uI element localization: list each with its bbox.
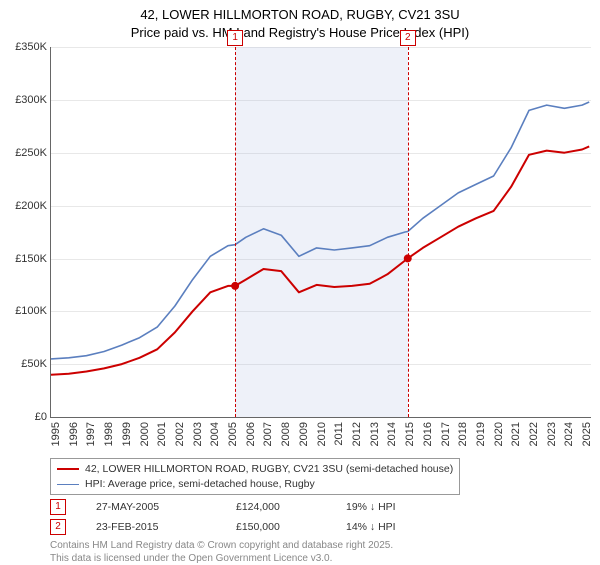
x-axis-label: 1999	[121, 422, 133, 446]
x-axis-label: 2005	[227, 422, 239, 446]
sale-price: £150,000	[236, 521, 316, 533]
x-axis-label: 2007	[262, 422, 274, 446]
y-axis-label: £0	[35, 411, 47, 423]
x-axis-label: 2000	[139, 422, 151, 446]
x-axis-label: 2018	[457, 422, 469, 446]
x-axis-label: 2004	[209, 422, 221, 446]
x-axis-label: 2016	[422, 422, 434, 446]
x-axis-label: 2013	[369, 422, 381, 446]
sale-annotation-row: 2 23-FEB-2015 £150,000 14% ↓ HPI	[50, 519, 590, 535]
x-axis-label: 2022	[528, 422, 540, 446]
hpi-line	[51, 102, 589, 359]
y-axis-label: £250K	[15, 147, 47, 159]
x-axis-label: 2001	[156, 422, 168, 446]
legend-row: 42, LOWER HILLMORTON ROAD, RUGBY, CV21 3…	[57, 462, 453, 477]
x-axis-label: 2020	[493, 422, 505, 446]
sale-marker-badge: 2	[400, 30, 416, 46]
legend-box: 42, LOWER HILLMORTON ROAD, RUGBY, CV21 3…	[50, 458, 460, 495]
sale-annotation-row: 1 27-MAY-2005 £124,000 19% ↓ HPI	[50, 499, 590, 515]
y-axis-label: £300K	[15, 94, 47, 106]
title-line-2: Price paid vs. HM Land Registry's House …	[0, 24, 600, 42]
x-axis-label: 2011	[333, 422, 345, 446]
x-axis-label: 2019	[475, 422, 487, 446]
copyright-line-1: Contains HM Land Registry data © Crown c…	[50, 539, 590, 552]
x-axis-label: 2009	[298, 422, 310, 446]
x-axis-label: 1995	[50, 422, 62, 446]
copyright: Contains HM Land Registry data © Crown c…	[50, 539, 590, 565]
sale-marker-line	[235, 47, 236, 417]
x-axis-label: 2024	[563, 422, 575, 446]
x-axis-label: 2010	[316, 422, 328, 446]
legend-swatch	[57, 468, 79, 470]
x-axis-labels: 1995 1996 1997 1998 1999 2000 2001 2002 2003 2004…	[50, 418, 590, 454]
y-axis-label: £100K	[15, 305, 47, 317]
legend-footer: 42, LOWER HILLMORTON ROAD, RUGBY, CV21 3…	[50, 458, 590, 565]
y-axis-label: £200K	[15, 200, 47, 212]
copyright-line-2: This data is licensed under the Open Gov…	[50, 552, 590, 565]
chart-title: 42, LOWER HILLMORTON ROAD, RUGBY, CV21 3…	[0, 0, 600, 41]
y-axis-label: £50K	[21, 358, 47, 370]
legend-label: 42, LOWER HILLMORTON ROAD, RUGBY, CV21 3…	[85, 462, 453, 477]
sale-annotations: 1 27-MAY-2005 £124,000 19% ↓ HPI 2 23-FEB-201…	[50, 499, 590, 535]
x-axis-label: 2015	[404, 422, 416, 446]
legend-row: HPI: Average price, semi-detached house,…	[57, 477, 453, 492]
x-axis-label: 2008	[280, 422, 292, 446]
sale-date: 27-MAY-2005	[96, 501, 206, 513]
x-axis-label: 2021	[510, 422, 522, 446]
sale-annotation-badge: 2	[50, 519, 66, 535]
chart-plot-area: £0£50K£100K£150K£200K£250K£300K£350K12	[50, 47, 591, 418]
x-axis-label: 2003	[192, 422, 204, 446]
x-axis-label: 1998	[103, 422, 115, 446]
x-axis-label: 2006	[245, 422, 257, 446]
x-axis-label: 2025	[581, 422, 593, 446]
x-axis-label: 2002	[174, 422, 186, 446]
sale-annotation-badge: 1	[50, 499, 66, 515]
title-line-1: 42, LOWER HILLMORTON ROAD, RUGBY, CV21 3…	[0, 6, 600, 24]
y-axis-label: £350K	[15, 41, 47, 53]
x-axis-label: 1997	[85, 422, 97, 446]
sale-price: £124,000	[236, 501, 316, 513]
legend-label: HPI: Average price, semi-detached house,…	[85, 477, 315, 492]
sale-delta: 19% ↓ HPI	[346, 501, 396, 513]
x-axis-label: 2014	[386, 422, 398, 446]
x-axis-label: 2017	[440, 422, 452, 446]
legend-swatch	[57, 484, 79, 485]
chart-svg	[51, 47, 591, 417]
sale-delta: 14% ↓ HPI	[346, 521, 396, 533]
sale-date: 23-FEB-2015	[96, 521, 206, 533]
y-axis-label: £150K	[15, 253, 47, 265]
sale-marker-line	[408, 47, 409, 417]
x-axis-label: 1996	[68, 422, 80, 446]
sale-marker-badge: 1	[227, 30, 243, 46]
x-axis-label: 2012	[351, 422, 363, 446]
x-axis-label: 2023	[546, 422, 558, 446]
